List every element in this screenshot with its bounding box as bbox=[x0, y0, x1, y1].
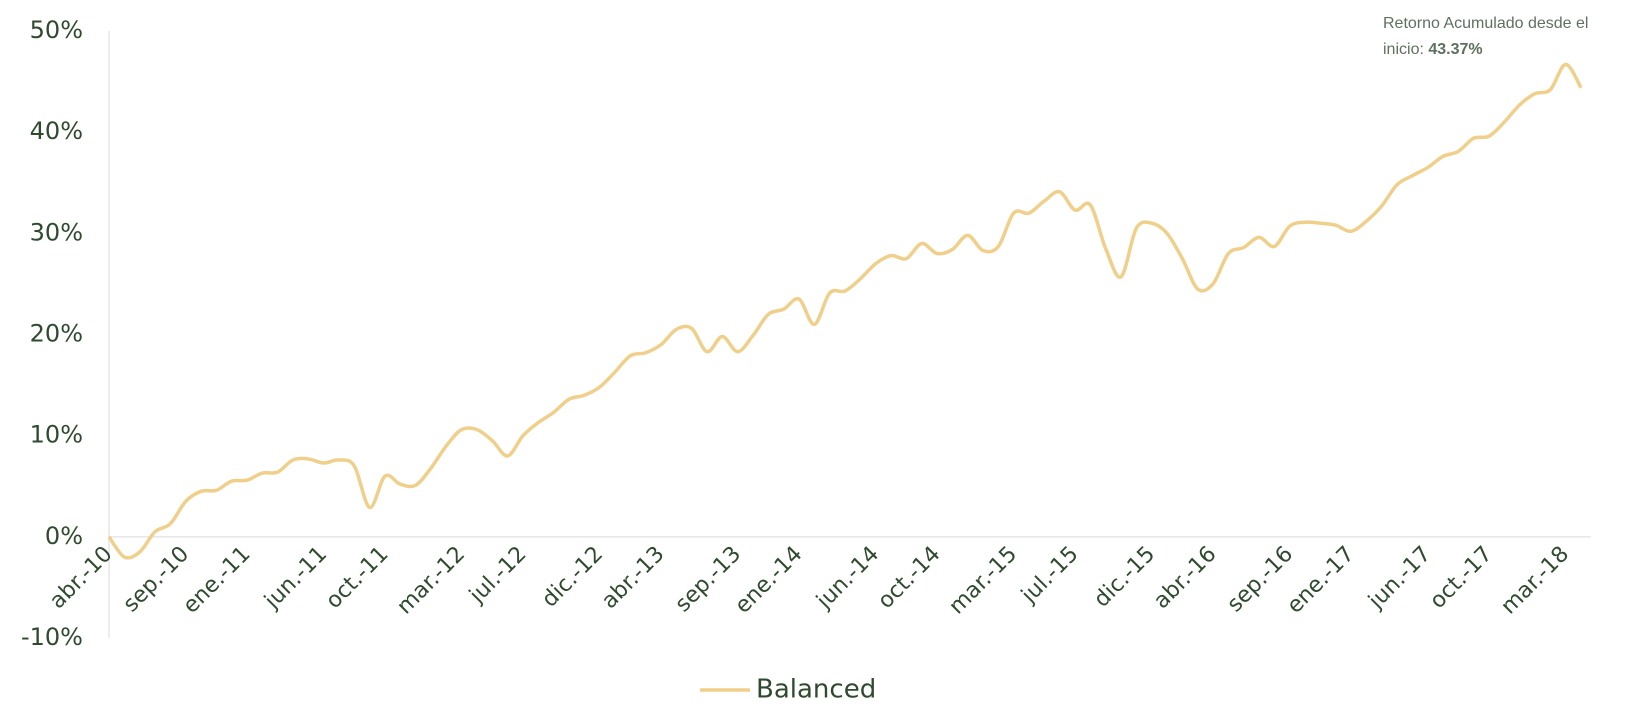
y-tick-label: -10% bbox=[21, 623, 83, 651]
x-tick-label: abr.-13 bbox=[597, 542, 669, 614]
x-tick-label: mar.-18 bbox=[1496, 542, 1574, 620]
y-tick-label: 50% bbox=[30, 16, 83, 44]
x-tick-label: oct.-14 bbox=[873, 542, 945, 614]
annotation-value: 43.37% bbox=[1428, 41, 1482, 58]
x-tick-label: abr.-16 bbox=[1149, 542, 1221, 614]
y-tick-label: 30% bbox=[30, 218, 83, 246]
y-tick-label: 20% bbox=[30, 320, 83, 348]
x-tick-label: oct.-11 bbox=[321, 542, 393, 614]
x-tick-label: dic.-12 bbox=[537, 542, 608, 613]
annotation: inicio: 43.37% bbox=[1383, 41, 1483, 58]
legend-label: Balanced bbox=[756, 675, 876, 705]
x-tick-label: jun.-17 bbox=[1363, 542, 1436, 615]
x-tick-label: jun.-11 bbox=[259, 542, 332, 615]
x-tick-label: jun.-14 bbox=[811, 542, 884, 615]
x-tick-label: oct.-17 bbox=[1425, 542, 1497, 614]
y-tick-label: 40% bbox=[30, 117, 83, 145]
annotation: Retorno Acumulado desde el bbox=[1383, 15, 1588, 32]
x-tick-label: dic.-15 bbox=[1089, 542, 1160, 613]
x-tick-label: ene.-14 bbox=[730, 542, 807, 619]
x-tick-label: mar.-12 bbox=[392, 542, 470, 620]
line bbox=[107, 62, 1583, 560]
x-tick-label: abr.-10 bbox=[45, 542, 117, 614]
y-tick-label: 10% bbox=[30, 421, 83, 449]
x-tick-label: jul.-12 bbox=[464, 542, 531, 609]
x-tick-label: jul.-15 bbox=[1016, 542, 1083, 609]
x-tick-label: ene.-11 bbox=[178, 542, 255, 619]
annotation-text: inicio: bbox=[1383, 41, 1424, 58]
x-tick-label: mar.-15 bbox=[944, 542, 1022, 620]
x-tick-label: ene.-17 bbox=[1282, 542, 1359, 619]
y-tick-label: 0% bbox=[45, 522, 83, 550]
